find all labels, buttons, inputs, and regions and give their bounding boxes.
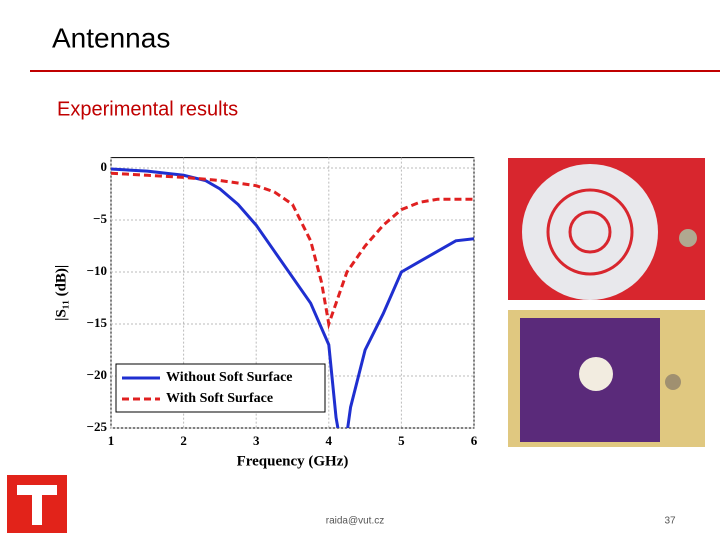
x-tick-label: 1 xyxy=(108,433,115,448)
y-tick-label: −15 xyxy=(87,315,108,330)
y-tick-label: −5 xyxy=(93,211,107,226)
logo xyxy=(7,475,67,533)
photos xyxy=(508,158,705,447)
coin xyxy=(665,374,681,390)
slide-title: Antennas xyxy=(52,22,170,53)
page-number: 37 xyxy=(664,516,676,527)
subtitle: Experimental results xyxy=(57,98,238,120)
legend-label: Without Soft Surface xyxy=(166,370,293,385)
x-axis-label: Frequency (GHz) xyxy=(237,453,349,469)
ring xyxy=(568,210,612,254)
ring xyxy=(546,188,634,276)
x-tick-label: 6 xyxy=(471,433,478,448)
footer-email: raida@vut.cz xyxy=(326,516,385,527)
ring xyxy=(522,164,658,300)
y-tick-label: −20 xyxy=(87,367,107,382)
series-line xyxy=(111,171,474,330)
legend-box xyxy=(115,363,326,413)
coin xyxy=(679,229,697,247)
x-tick-label: 4 xyxy=(326,433,333,448)
series-line xyxy=(111,167,474,428)
y-tick-label: −25 xyxy=(87,419,108,434)
y-tick-label: −10 xyxy=(87,263,107,278)
x-tick-label: 2 xyxy=(180,433,187,448)
legend-label: With Soft Surface xyxy=(166,391,273,406)
chart: 1 2 3 4 5 6 0 −5 −10 −15 −20 −25 Frequency (GHz) |S₁₁… xyxy=(53,157,478,469)
logo-t xyxy=(17,485,57,525)
disc xyxy=(579,357,613,391)
y-axis-label: |S₁₁ (dB)| xyxy=(53,265,69,321)
x-tick-label: 5 xyxy=(398,433,405,448)
x-tick-label: 3 xyxy=(253,433,260,448)
y-tick-label: 0 xyxy=(101,159,108,174)
